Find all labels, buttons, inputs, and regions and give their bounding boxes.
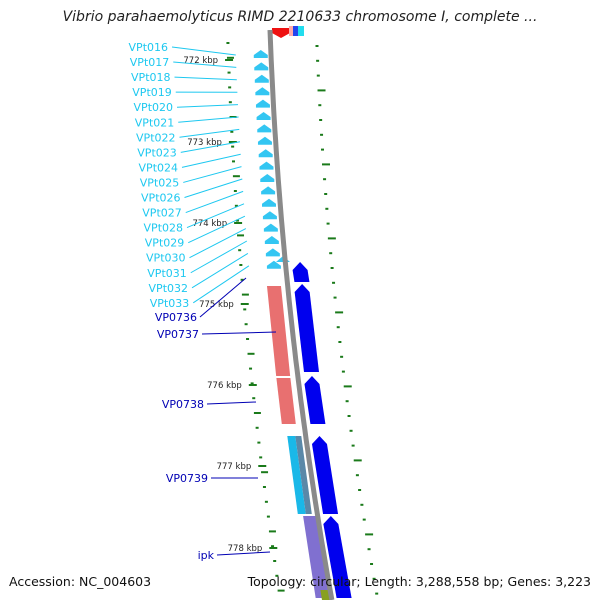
trna-feature[interactable] xyxy=(255,87,270,96)
trna-feature[interactable] xyxy=(264,236,279,244)
trna-feature[interactable] xyxy=(254,74,269,83)
tick-label: 777 kbp xyxy=(217,462,252,472)
cds-feature[interactable] xyxy=(323,516,352,598)
trna-leader-line xyxy=(180,141,241,153)
label-leaders xyxy=(171,46,277,556)
cds-leader-line xyxy=(199,277,247,318)
trna-label[interactable]: VPt026 xyxy=(141,192,180,205)
trna-label[interactable]: VPt018 xyxy=(131,71,170,84)
cds-feature[interactable] xyxy=(304,376,326,424)
cds-feature[interactable] xyxy=(294,284,320,372)
trna-leader-line xyxy=(176,104,238,108)
trna-label[interactable]: VPt027 xyxy=(142,207,181,220)
trna-feature[interactable] xyxy=(255,99,270,108)
trna-label[interactable]: VPt024 xyxy=(139,161,178,174)
cds-leader-line xyxy=(201,331,277,335)
trna-leader-line xyxy=(174,76,237,81)
cds-leader-line xyxy=(216,551,271,556)
trna-leader-line xyxy=(171,46,236,56)
topology-text: Topology: circular; Length: 3,288,558 bp… xyxy=(247,574,591,589)
trna-label[interactable]: VPt023 xyxy=(137,146,176,159)
cds-label[interactable]: VP0736 xyxy=(155,311,197,324)
cds-label[interactable]: ipk xyxy=(198,549,215,562)
trna-feature[interactable] xyxy=(260,174,275,182)
trna-leader-line xyxy=(191,252,249,289)
top-feature-cyan[interactable] xyxy=(298,26,304,36)
trna-label[interactable]: VPt020 xyxy=(134,101,173,114)
orf-bar-steel[interactable] xyxy=(295,436,312,514)
trna-leader-line xyxy=(179,128,240,138)
trna-leader-line xyxy=(185,190,244,214)
cds-label[interactable]: VP0738 xyxy=(162,398,204,411)
trna-feature[interactable] xyxy=(263,223,278,232)
tick-label: 776 kbp xyxy=(207,381,242,391)
trna-label[interactable]: VPt019 xyxy=(132,86,171,99)
trna-label[interactable]: VPt029 xyxy=(145,237,184,250)
trna-leader-line xyxy=(186,203,245,229)
top-feature-red[interactable] xyxy=(272,28,290,38)
cds-leader-line xyxy=(206,401,257,405)
orf-bar-purple[interactable] xyxy=(303,516,330,598)
trna-leader-line xyxy=(189,228,247,259)
trna-leader-line xyxy=(184,178,243,198)
trna-label[interactable]: VPt025 xyxy=(140,176,179,189)
cds-feature[interactable] xyxy=(292,262,310,282)
trna-feature[interactable] xyxy=(256,112,271,120)
trna-leader-line xyxy=(188,215,246,244)
trna-leader-line xyxy=(173,61,237,68)
trna-label[interactable]: VPt030 xyxy=(146,252,185,265)
backbone-line xyxy=(267,29,335,600)
trna-feature[interactable] xyxy=(265,248,280,257)
tick-label: 772 kbp xyxy=(183,56,218,66)
trna-feature[interactable] xyxy=(262,198,277,207)
cds-feature[interactable] xyxy=(311,436,339,514)
trna-label[interactable]: VPt016 xyxy=(129,41,168,54)
tick-marks: 772 kbp 773 kbp 774 kbp 775 kbp 776 kbp 777 k… xyxy=(183,56,278,554)
trna-feature[interactable] xyxy=(257,124,272,133)
orf-bar-salmon[interactable] xyxy=(276,378,296,424)
map-title: Vibrio parahaemolyticus RIMD 2210633 chr… xyxy=(62,9,538,25)
trna-leader-line xyxy=(192,265,250,304)
trna-label[interactable]: VPt021 xyxy=(135,116,174,129)
top-feature-blue[interactable] xyxy=(293,26,298,36)
trna-feature[interactable] xyxy=(261,186,276,195)
trna-leader-line xyxy=(190,240,248,274)
trna-label[interactable]: VPt022 xyxy=(136,131,175,144)
tick-label: 778 kbp xyxy=(228,544,263,554)
tick-label: 773 kbp xyxy=(187,138,222,148)
trna-leader-line xyxy=(183,166,242,183)
orf-bar-cyan[interactable] xyxy=(287,436,306,514)
trna-feature[interactable] xyxy=(257,136,272,145)
trna-feature[interactable] xyxy=(266,260,281,269)
trna-label[interactable]: VPt028 xyxy=(144,222,183,235)
tick-label: 775 kbp xyxy=(199,300,234,310)
trna-label[interactable]: VPt017 xyxy=(130,56,169,69)
top-feature-pink[interactable] xyxy=(289,26,293,36)
orf-bar-olive[interactable] xyxy=(320,590,330,600)
trna-feature[interactable] xyxy=(254,62,269,71)
orf-bar-salmon[interactable] xyxy=(266,286,291,376)
accession-text: Accession: NC_004603 xyxy=(9,574,152,589)
trna-feature[interactable] xyxy=(259,161,274,170)
trna-leader-line xyxy=(181,153,241,168)
trna-feature[interactable] xyxy=(258,149,273,158)
trna-label[interactable]: VPt031 xyxy=(147,267,186,280)
feature-tracks xyxy=(253,26,352,600)
cds-label[interactable]: VP0739 xyxy=(166,472,208,485)
backbone-track xyxy=(267,29,335,600)
trna-label[interactable]: VPt033 xyxy=(150,297,189,310)
cds-label[interactable]: VP0737 xyxy=(157,328,199,341)
trna-leader-line xyxy=(178,116,239,123)
trna-feature[interactable] xyxy=(253,50,268,58)
tick-label: 774 kbp xyxy=(192,219,227,229)
trna-label[interactable]: VPt032 xyxy=(149,282,188,295)
trna-feature[interactable] xyxy=(262,211,277,220)
feature-labels: VPt016 VPt017 VPt018 VPt019 VPt020 VPt021 VPt0… xyxy=(129,41,215,562)
